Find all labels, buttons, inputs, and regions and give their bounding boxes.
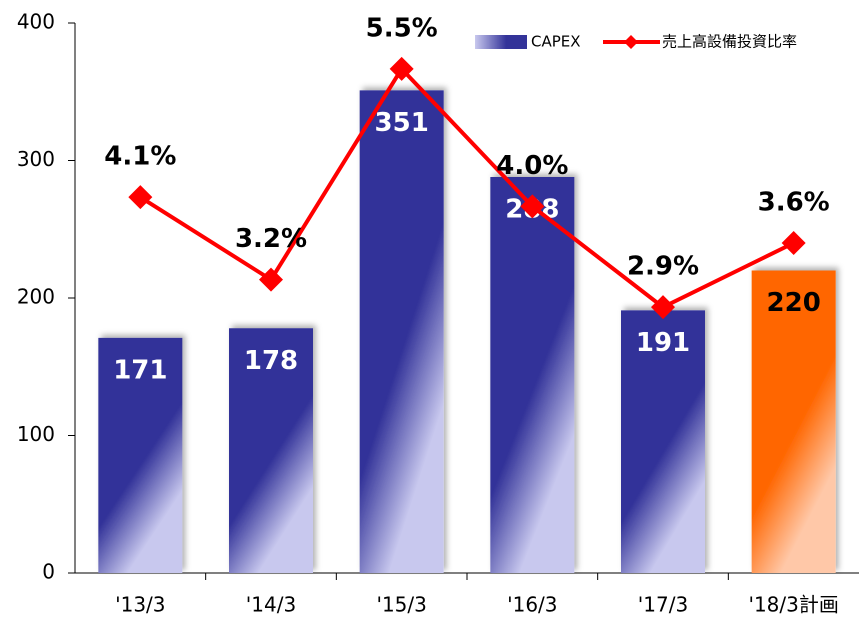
line-marker — [128, 185, 153, 210]
x-tick-label: '17/3 — [638, 593, 688, 617]
legend-swatch — [475, 35, 527, 49]
legend-label: CAPEX — [531, 33, 581, 51]
line-marker — [781, 231, 806, 255]
line-label: 5.5% — [366, 13, 438, 43]
line — [139, 65, 795, 310]
line-label: 4.1% — [104, 142, 176, 172]
x-tick-label: '14/3 — [246, 593, 296, 617]
bar-label: 191 — [636, 328, 690, 358]
line-marker — [389, 56, 414, 81]
line-label: 4.0% — [496, 151, 568, 181]
line-label: 2.9% — [627, 252, 699, 282]
x-tick-label: '13/3 — [115, 593, 165, 617]
y-tick-label: 300 — [17, 147, 55, 171]
bar — [98, 337, 183, 573]
bar-label: 351 — [375, 108, 429, 138]
bar-label: 220 — [767, 288, 821, 318]
line-marker — [651, 295, 675, 320]
line-marker — [520, 194, 545, 219]
x-tick-label: '16/3 — [507, 593, 557, 617]
y-tick-label: 100 — [17, 422, 55, 446]
y-tick-label: 200 — [17, 285, 55, 309]
legend-label: 売上高設備投資比率 — [662, 33, 797, 51]
bar-label: 178 — [244, 346, 298, 376]
y-tick-label: 0 — [42, 560, 55, 584]
bar — [229, 328, 313, 573]
legend-marker — [624, 35, 638, 49]
y-tick-label: 400 — [17, 10, 55, 34]
bar-label: 171 — [113, 355, 167, 385]
line-label: 3.6% — [758, 188, 830, 218]
bar — [490, 177, 575, 573]
bar — [751, 270, 836, 573]
line-label: 3.2% — [235, 224, 307, 254]
x-tick-label: '15/3 — [376, 593, 426, 617]
x-tick-label: '18/3計画 — [748, 593, 838, 617]
bar — [359, 90, 444, 573]
line-marker — [259, 267, 283, 292]
bar — [621, 310, 705, 573]
